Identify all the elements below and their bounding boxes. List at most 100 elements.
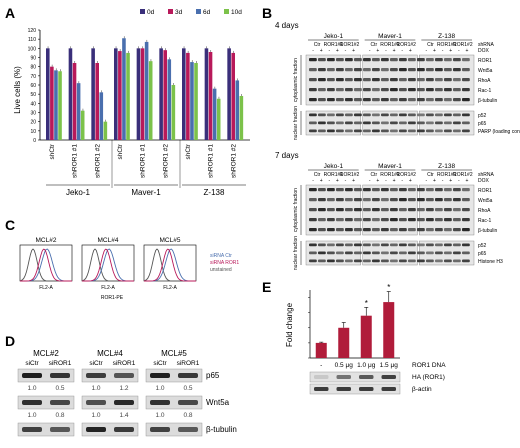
panel-b-band [435, 113, 443, 117]
panel-d-quant-value: 1.4 [119, 412, 128, 419]
panel-b-band-label: p52 [478, 113, 487, 119]
panel-b-band [336, 218, 344, 222]
panel-b-band [435, 228, 443, 232]
panel-c-sample-label: MCL#2 [36, 237, 57, 244]
panel-d-sample-label: MCL#4 [97, 349, 123, 358]
panel-b-shrna-label: ROR1#2 [396, 42, 416, 48]
panel-b-band [426, 243, 434, 247]
panel-d-quant-value: 1.0 [155, 412, 164, 419]
panel-a-bar [239, 96, 244, 140]
panel-b-band [417, 218, 425, 222]
panel-a-bars [46, 36, 244, 141]
panel-b-band [345, 198, 353, 202]
panel-a-bar [72, 63, 77, 140]
panel-b-dox-sign: + [393, 48, 396, 54]
panel-a-bar [95, 63, 99, 140]
panel-c-histogram-curve [82, 248, 134, 282]
panel-b-dox-sign: + [465, 48, 468, 54]
panel-a-legend-label: 0d [147, 9, 155, 16]
panel-b-band [336, 228, 344, 232]
panel-b-band [444, 218, 452, 222]
panel-b-band [444, 188, 452, 192]
panel-d-quant-value: 0.5 [183, 385, 192, 392]
panel-a-ytick-label: 120 [28, 28, 37, 34]
panel-b-band [354, 68, 362, 72]
panel-d-blots: MCL#2 siCtr siROR1 1.0 0.5 1.0 0.8 MCL#4 siCtr si… [17, 349, 237, 437]
panel-c-axis-label: FL2-A [39, 285, 53, 291]
panel-b-band [336, 121, 344, 125]
panel-b-band [426, 58, 434, 62]
panel-a-bar [204, 48, 209, 141]
panel-b-band [381, 78, 389, 82]
panel-b-band [309, 251, 317, 255]
panel-b-band [417, 208, 425, 212]
panel-b-band [318, 218, 326, 222]
panel-e-band [359, 375, 374, 379]
panel-b-band [336, 129, 344, 133]
panel-b-band [399, 68, 407, 72]
panel-b-band-label: Rac-1 [478, 88, 492, 94]
panel-a-bar [231, 52, 235, 140]
panel-b-band [336, 98, 344, 102]
panel-b-band [363, 228, 371, 232]
panel-b-band [417, 188, 425, 192]
panel-b-band [372, 208, 380, 212]
panel-b-dox-sign: - [442, 48, 444, 54]
panel-b-band [453, 208, 461, 212]
panel-b-band [444, 113, 452, 117]
panel-b-band [309, 129, 317, 133]
panel-a-bar [80, 110, 85, 140]
panel-b-band [345, 251, 353, 255]
panel-b-band [462, 218, 470, 222]
panel-b-dox-sign: - [442, 178, 444, 184]
panel-c-sample-label: MCL#4 [98, 237, 119, 244]
panel-b-band [372, 188, 380, 192]
panel-b-section-title: 4 days [275, 21, 299, 30]
panel-d-quant-value: 1.0 [91, 412, 100, 419]
panel-b-band-label: Rac-1 [478, 218, 492, 224]
panel-e-significance: * [387, 283, 390, 292]
panel-b-band [363, 243, 371, 247]
panel-b-band [372, 259, 380, 263]
panel-b-band [426, 88, 434, 92]
panel-b-band [381, 188, 389, 192]
panel-e-blot-frame [309, 383, 401, 395]
panel-a-xtick-label: shROR1 #2 [94, 144, 101, 178]
panel-b-band [309, 259, 317, 263]
panel-b-dox-sign: - [345, 178, 347, 184]
panel-b-band [327, 58, 335, 62]
panel-c-histogram-curve [144, 248, 196, 282]
panel-b-band [426, 98, 434, 102]
panel-b-band [408, 228, 416, 232]
panel-b-band [309, 228, 317, 232]
panel-b-dox-sign: + [320, 48, 323, 54]
panel-b-band-label: p65 [478, 251, 487, 257]
panel-b-dox-sign: + [376, 48, 379, 54]
panel-b-band [390, 78, 398, 82]
panel-b-band [444, 58, 452, 62]
panel-b-band [399, 129, 407, 133]
panel-b-band [345, 218, 353, 222]
panel-b-band [390, 121, 398, 125]
panel-b-band [390, 198, 398, 202]
panel-b-band-label: Histone H3 [478, 259, 503, 265]
panel-b-band [399, 113, 407, 117]
panel-b-row-label: shRNA [478, 172, 495, 178]
panel-b-band [354, 58, 362, 62]
panel-b-band [381, 98, 389, 102]
panel-a-ytick-label: 20 [30, 120, 36, 126]
panel-d-lane-label: siROR1 [113, 360, 136, 367]
panel-b-dox-sign: + [320, 178, 323, 184]
panel-a-bar [68, 48, 73, 141]
panel-b-band [435, 98, 443, 102]
panel-b-band [363, 259, 371, 263]
panel-b-band [435, 88, 443, 92]
panel-e-bar [338, 327, 350, 358]
panel-b-band [462, 121, 470, 125]
panel-b-band [462, 68, 470, 72]
panel-b-fraction-label: cytoplasmic fraction [293, 58, 299, 102]
panel-b-band [408, 129, 416, 133]
panel-a-bar [122, 38, 126, 140]
panel-c-histogram-curve [20, 248, 72, 282]
panel-b-shrna-label: ROR1#1 [380, 172, 400, 178]
